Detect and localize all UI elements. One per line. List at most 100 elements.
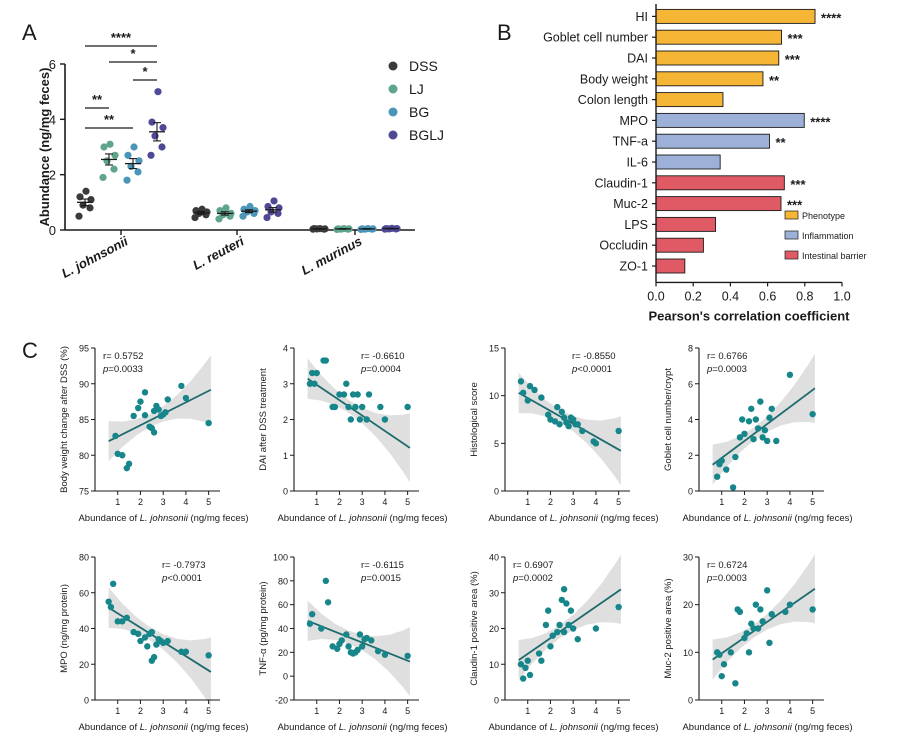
y-tick-label: 20 xyxy=(489,624,499,634)
data-point-lj xyxy=(111,151,119,159)
data-point xyxy=(759,618,766,625)
x-tick-label: 5 xyxy=(206,706,211,716)
y-tick-label: 6 xyxy=(688,379,693,389)
data-point xyxy=(615,603,622,611)
data-point xyxy=(336,391,343,398)
data-point xyxy=(519,675,527,682)
legend-swatch-barrier xyxy=(784,250,799,260)
data-point-bg xyxy=(135,157,143,165)
data-point xyxy=(311,380,318,387)
data-point xyxy=(345,403,352,411)
data-point xyxy=(308,369,316,377)
data-point xyxy=(809,606,816,613)
data-point xyxy=(748,620,755,627)
data-point xyxy=(554,403,561,411)
bar-claudin-1 xyxy=(655,175,785,191)
data-point xyxy=(786,371,794,379)
y-tick-label: 4 xyxy=(688,415,693,425)
data-point xyxy=(782,608,789,616)
y-tick-label: 30 xyxy=(489,588,499,598)
p-value-label: p=0.0002 xyxy=(512,573,553,584)
p-value-label: p=0.0015 xyxy=(360,573,401,584)
data-point xyxy=(343,631,350,638)
y-tick-label: 30 xyxy=(683,553,693,563)
data-point xyxy=(107,603,115,611)
x-tick-label: 3 xyxy=(571,706,576,716)
x-tick-label: 5 xyxy=(206,497,211,507)
x-axis-label: Abundance of L. johnsonii (ng/mg feces) xyxy=(488,722,658,733)
data-point xyxy=(144,643,151,650)
y-axis-label: Histological score xyxy=(469,382,480,456)
y-axis-label: Claudin-1 positive area (%) xyxy=(469,571,480,686)
data-point xyxy=(727,649,735,656)
data-point xyxy=(164,637,171,645)
legend-label: Intestinal barrier xyxy=(802,251,867,261)
data-point xyxy=(748,405,755,412)
data-point xyxy=(123,614,131,621)
y-tick-label: 60 xyxy=(278,600,288,610)
x-tick-label: 0.8 xyxy=(796,289,813,303)
y-tick-label: 20 xyxy=(278,648,288,658)
significance-label: ** xyxy=(104,112,115,127)
x-tick-label: 1 xyxy=(525,497,530,507)
data-point xyxy=(768,611,775,618)
data-point xyxy=(526,382,534,390)
regression-line xyxy=(518,392,622,452)
legend-label: LJ xyxy=(409,81,424,97)
data-point xyxy=(750,625,757,632)
y-tick-label: 4 xyxy=(49,112,56,127)
correlation-r: r= 0.5752 xyxy=(103,351,143,362)
data-point xyxy=(551,418,559,425)
panel-label-b: B xyxy=(497,20,512,45)
x-tick-label: 4 xyxy=(787,706,792,716)
data-point xyxy=(763,587,771,594)
x-tick-label: 3 xyxy=(765,497,770,507)
data-point xyxy=(340,391,348,398)
x-tick-label: 5 xyxy=(405,706,410,716)
regression-line xyxy=(307,619,411,663)
data-point xyxy=(538,394,545,401)
x-tick-label: 1 xyxy=(115,706,120,716)
p-value: =0.0033 xyxy=(108,364,143,375)
y-tick-label: 80 xyxy=(79,553,89,563)
x-tick-label: 2 xyxy=(138,706,143,716)
data-point xyxy=(517,378,525,385)
scatter-panel-2: 0 1 2 3 4 1 2 3 4 5 Abundance of L. johnsonii (ng/… xyxy=(258,344,448,525)
x-tick-label: 4 xyxy=(183,497,188,507)
data-point xyxy=(745,649,753,656)
correlation-r: r= -0.6115 xyxy=(361,560,404,571)
data-point xyxy=(377,403,384,411)
y-axis-label: Abundance (ng/mg feces) xyxy=(37,68,52,227)
data-point xyxy=(322,357,330,364)
category-label: HI xyxy=(636,10,649,24)
data-point xyxy=(182,394,190,402)
data-point-lj xyxy=(110,165,118,173)
p-value-label: p=0.0003 xyxy=(706,364,747,375)
y-tick-label: -20 xyxy=(275,696,288,706)
data-point-bglj xyxy=(263,213,271,222)
x-tick-label: L. murinus xyxy=(299,233,365,277)
data-point xyxy=(549,632,556,639)
legend-marker-lj xyxy=(388,84,398,94)
data-point xyxy=(757,398,764,405)
y-tick-label: 95 xyxy=(79,344,89,354)
correlation-r: r= -0.8550 xyxy=(572,351,616,362)
p-value: =0.0015 xyxy=(366,573,401,584)
bar-muc-2 xyxy=(655,196,782,212)
data-point xyxy=(352,403,359,411)
data-point xyxy=(556,421,563,428)
data-point xyxy=(114,618,121,625)
x-tick-label: 4 xyxy=(593,706,598,716)
data-point xyxy=(718,672,725,680)
data-point xyxy=(535,650,543,657)
data-point-dss xyxy=(75,212,83,220)
data-point xyxy=(381,651,389,658)
data-point xyxy=(729,484,737,491)
x-tick-label: 0.2 xyxy=(685,289,702,303)
data-point xyxy=(809,410,816,418)
panel-label-a: A xyxy=(22,20,37,45)
data-point xyxy=(141,412,149,419)
data-point xyxy=(331,403,339,411)
